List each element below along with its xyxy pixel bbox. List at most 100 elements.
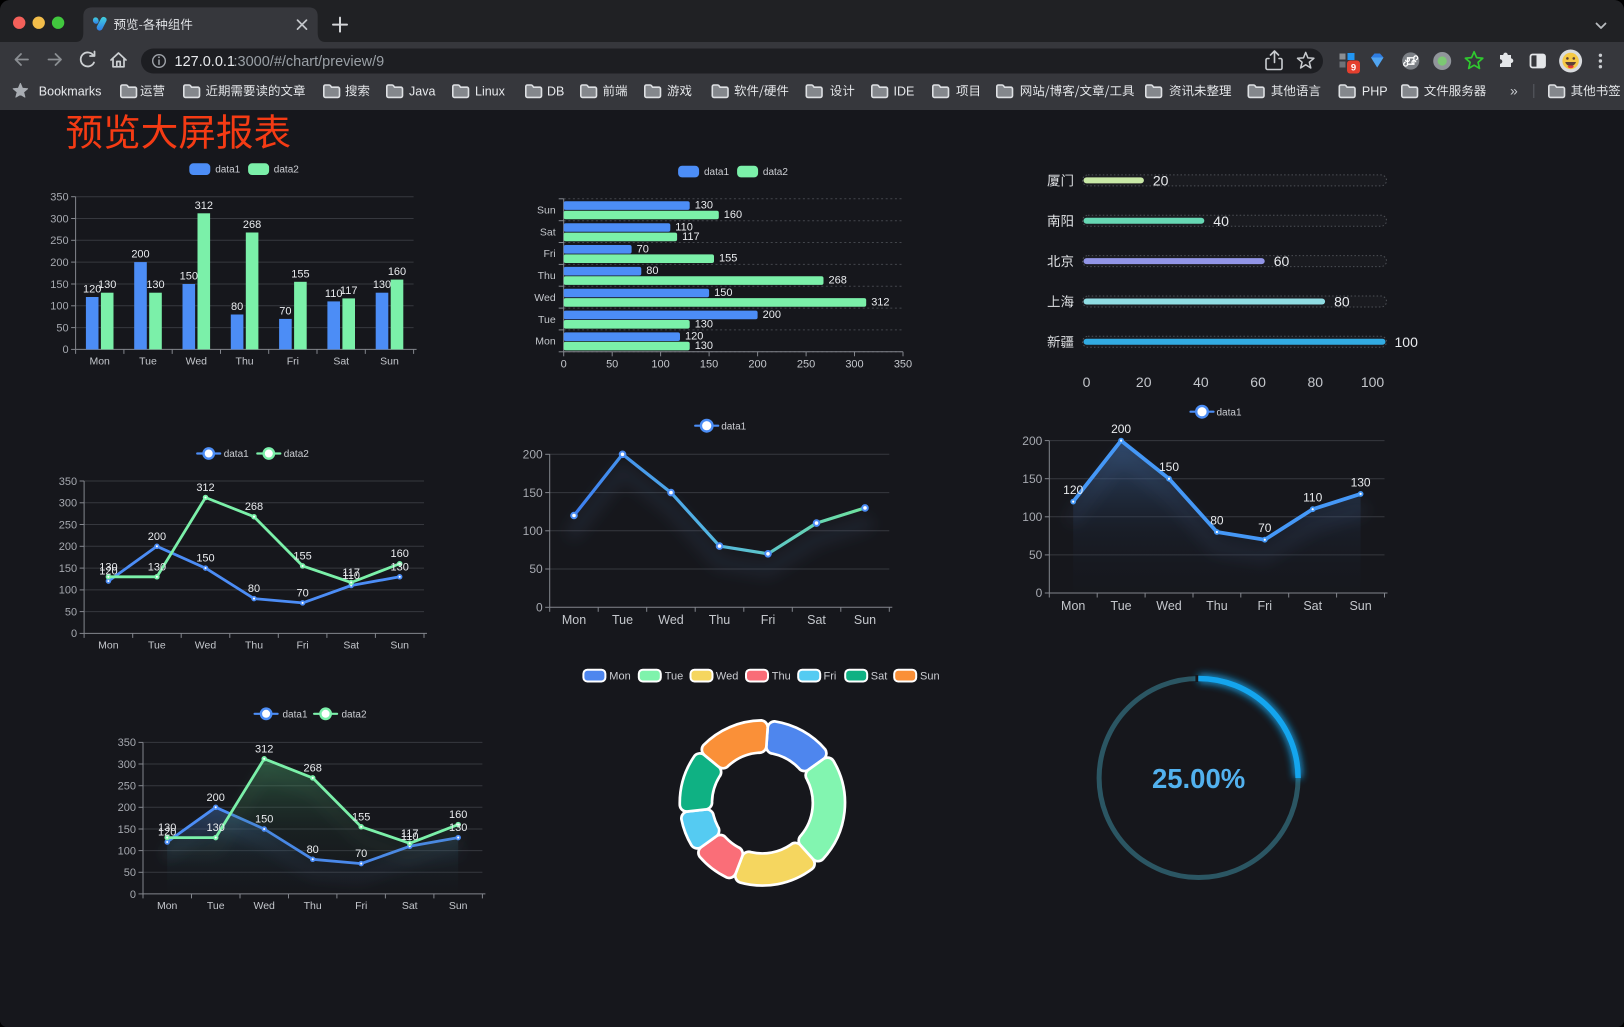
svg-text:160: 160 [391,548,409,560]
svg-text:312: 312 [255,743,273,755]
svg-text:70: 70 [637,243,649,255]
svg-text:268: 268 [243,219,261,231]
svg-text:data1: data1 [721,421,746,432]
svg-text:Sun: Sun [537,205,556,217]
svg-text:120: 120 [83,284,101,296]
svg-text:110: 110 [1303,491,1322,505]
svg-text:Tue: Tue [538,314,556,326]
svg-text:350: 350 [894,359,912,371]
svg-text:300: 300 [845,359,863,371]
svg-text:Wed: Wed [195,640,217,652]
svg-text:130: 130 [1351,475,1371,489]
svg-text:160: 160 [724,209,742,221]
svg-text:350: 350 [50,192,68,204]
svg-text:20: 20 [1136,374,1152,390]
svg-text:150: 150 [118,824,136,836]
svg-text:Sun: Sun [449,900,468,912]
svg-text:Linux: Linux [475,84,506,98]
svg-text:Thu: Thu [709,613,731,627]
svg-text:100: 100 [1022,510,1042,524]
svg-text:Fri: Fri [824,671,837,683]
svg-text:Fri: Fri [355,900,367,912]
svg-text:70: 70 [279,305,291,317]
svg-text:Sat: Sat [540,226,556,238]
svg-text:150: 150 [714,287,732,299]
svg-text:Thu: Thu [245,640,263,652]
svg-text:100: 100 [651,359,669,371]
svg-text:Sat: Sat [807,613,826,627]
svg-text:200: 200 [748,359,766,371]
svg-text:0: 0 [130,889,136,901]
svg-text:Wed: Wed [253,900,275,912]
svg-text:150: 150 [180,271,198,283]
svg-text:250: 250 [50,235,68,247]
svg-text:25.00%: 25.00% [1152,763,1245,794]
svg-text:117: 117 [340,285,358,297]
svg-text:80: 80 [1308,374,1324,390]
svg-text:Fri: Fri [543,248,555,260]
svg-text:50: 50 [1029,548,1043,562]
svg-text:250: 250 [118,781,136,793]
svg-text:130: 130 [449,822,467,834]
svg-text:150: 150 [59,563,77,575]
svg-text:250: 250 [59,519,77,531]
svg-text:70: 70 [296,587,308,599]
svg-text:130: 130 [695,318,713,330]
svg-text:Bookmarks: Bookmarks [39,84,102,98]
svg-text:0: 0 [71,628,77,640]
svg-text:Fri: Fri [1258,599,1273,613]
svg-text:Thu: Thu [772,671,791,683]
svg-text:data1: data1 [704,167,729,178]
svg-text:250: 250 [797,359,815,371]
svg-text:110: 110 [325,288,343,300]
svg-text:117: 117 [342,567,360,579]
svg-text:130: 130 [99,561,117,573]
svg-text:Sun: Sun [920,671,940,683]
svg-text:130: 130 [98,279,116,291]
svg-text:120: 120 [1063,483,1083,497]
svg-text:150: 150 [255,814,273,826]
svg-text:200: 200 [1022,434,1042,448]
svg-text:350: 350 [59,476,77,488]
svg-text:200: 200 [1111,422,1131,436]
svg-text:130: 130 [695,200,713,212]
svg-text:data2: data2 [342,709,367,720]
svg-text:Wed: Wed [658,613,684,627]
svg-text:80: 80 [231,301,243,313]
svg-text:20: 20 [1153,172,1169,188]
svg-text:130: 130 [158,822,176,834]
svg-text:Mon: Mon [609,671,630,683]
svg-text:Tue: Tue [665,671,684,683]
svg-text:312: 312 [196,482,214,494]
svg-text:130: 130 [373,279,391,291]
svg-text:110: 110 [342,570,360,582]
svg-text:Sun: Sun [854,613,876,627]
svg-text:Fri: Fri [287,356,299,368]
svg-text:80: 80 [1210,514,1224,528]
svg-text:Wed: Wed [534,292,556,304]
svg-text:Tue: Tue [1111,599,1132,613]
svg-text:60: 60 [1250,374,1266,390]
svg-text:Sat: Sat [871,671,888,683]
svg-text:150: 150 [1159,460,1179,474]
svg-text:Mon: Mon [157,900,178,912]
svg-text:Tue: Tue [207,900,225,912]
svg-text:200: 200 [207,792,225,804]
svg-text:268: 268 [829,275,847,287]
svg-text:130: 130 [148,561,166,573]
svg-text:50: 50 [529,562,543,576]
svg-text:Mon: Mon [562,613,586,627]
svg-text:312: 312 [871,296,889,308]
svg-text:Fri: Fri [296,640,308,652]
svg-text:300: 300 [59,498,77,510]
svg-text:200: 200 [523,448,543,462]
svg-text:268: 268 [304,762,322,774]
svg-text:120: 120 [685,331,703,343]
svg-text:150: 150 [196,553,214,565]
svg-text:70: 70 [355,848,367,860]
svg-text:350: 350 [118,737,136,749]
svg-text:50: 50 [124,867,136,879]
svg-text:100: 100 [118,846,136,858]
svg-text:Sat: Sat [402,900,418,912]
svg-text:Wed: Wed [1156,599,1182,613]
